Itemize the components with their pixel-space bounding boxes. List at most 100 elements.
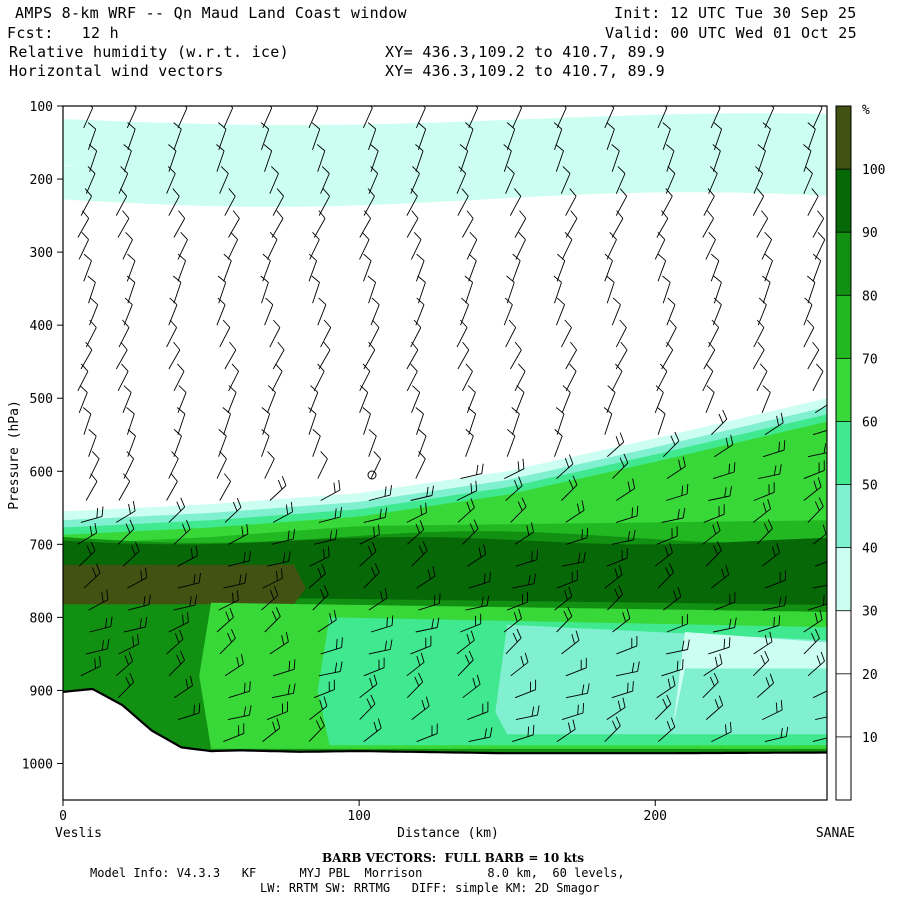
wind-barb [406, 502, 427, 523]
x-tick-label: 100 [347, 809, 370, 824]
wind-barb [309, 696, 328, 720]
wind-barb [228, 210, 240, 238]
wind-barb [83, 563, 101, 589]
wind-barb [406, 341, 419, 370]
wind-barb [603, 407, 613, 435]
wind-barb [561, 385, 571, 413]
wind-barb [173, 675, 193, 699]
wind-barb [656, 526, 678, 545]
wind-barb [317, 451, 328, 479]
wind-barb [514, 210, 527, 238]
wind-barb [459, 144, 469, 172]
wind-barb [703, 653, 723, 677]
wind-barb [177, 231, 188, 260]
y-axis-label: Pressure (hPa) [7, 400, 22, 510]
wind-barb [308, 253, 318, 282]
wind-barb [556, 569, 578, 589]
wind-barb [262, 718, 281, 742]
wind-barb [272, 501, 293, 523]
wind-barb [218, 429, 227, 457]
wind-barb [115, 651, 134, 677]
chart-title: AMPS 8-km WRF -- Qn Maud Land Coast wind… [15, 4, 407, 22]
wind-barb [753, 319, 765, 348]
axes: 100 200 300 400 500 600 700 800 900 1000 0 100 200 [22, 100, 667, 824]
wind-barb [359, 674, 378, 699]
wind-barb [611, 529, 636, 545]
wind-barb [264, 297, 274, 326]
wind-barb [764, 570, 786, 589]
wind-barb [410, 635, 432, 655]
plot-frame [62, 105, 828, 801]
wind-barb [411, 385, 421, 413]
wind-barb [705, 541, 722, 567]
wind-barb [362, 106, 373, 129]
wind-barb [168, 451, 179, 479]
colorbar-bin [836, 610, 851, 800]
wind-barb [127, 567, 148, 589]
wind-barb [553, 122, 563, 150]
wind-barb [317, 297, 327, 326]
y-tick-label: 400 [30, 319, 53, 334]
wind-barb [168, 497, 186, 523]
wind-barb [363, 657, 385, 677]
wind-barb [176, 407, 186, 435]
wind-barb [168, 612, 189, 633]
wind-barb [565, 657, 587, 677]
wind-barb [457, 188, 469, 216]
wind-barb [308, 716, 325, 742]
wind-barb [512, 253, 521, 282]
wind-barb [503, 297, 513, 326]
wind-barb [506, 429, 516, 457]
wind-barb [606, 231, 617, 260]
wind-barb [812, 584, 827, 589]
wind-barb [708, 486, 733, 501]
y-tick-label: 900 [30, 684, 53, 699]
wind-barb [126, 407, 135, 435]
wind-barb [465, 595, 490, 611]
wind-barb [505, 628, 522, 655]
wind-barb [512, 573, 537, 589]
wind-barb [612, 453, 629, 479]
wind-barb [565, 500, 585, 523]
y-tick-label: 1000 [22, 757, 53, 772]
wind-barb [506, 591, 529, 611]
wind-barb [318, 188, 330, 216]
wind-barb [807, 341, 820, 370]
wind-barb [756, 673, 775, 699]
wind-barb [604, 564, 623, 589]
colorbar-tick-label: 30 [862, 605, 878, 620]
wind-barb [411, 696, 430, 720]
wind-barb [713, 462, 736, 480]
colorbar-frame [835, 105, 852, 801]
wind-barb [761, 385, 771, 413]
wind-barb [363, 563, 380, 589]
wind-barb [711, 721, 732, 743]
wind-barb [615, 319, 627, 348]
wind-barbs [77, 106, 827, 743]
wind-barb [812, 524, 827, 545]
wind-barb [122, 231, 133, 260]
wind-barb [505, 476, 523, 501]
wind-barb [88, 144, 98, 172]
wind-barb [126, 106, 137, 129]
wind-barb [714, 434, 734, 458]
wind-barb [406, 188, 418, 216]
wind-barb [666, 144, 675, 172]
wind-barb [368, 429, 377, 457]
wind-barb [615, 166, 626, 194]
wind-barb [511, 407, 520, 435]
wind-barb [753, 166, 764, 194]
wind-barb [271, 210, 284, 238]
wind-barb [127, 594, 151, 611]
wind-barb [123, 297, 133, 326]
wind-barb [756, 210, 769, 238]
wind-barb [118, 319, 130, 348]
wind-barb [123, 617, 148, 633]
wind-barb [503, 144, 512, 172]
wind-barb [565, 527, 589, 545]
wind-barb [264, 607, 281, 633]
wind-barb [565, 188, 577, 216]
wind-barb [271, 363, 283, 392]
wind-barb [666, 639, 690, 655]
wind-barb [368, 639, 393, 655]
